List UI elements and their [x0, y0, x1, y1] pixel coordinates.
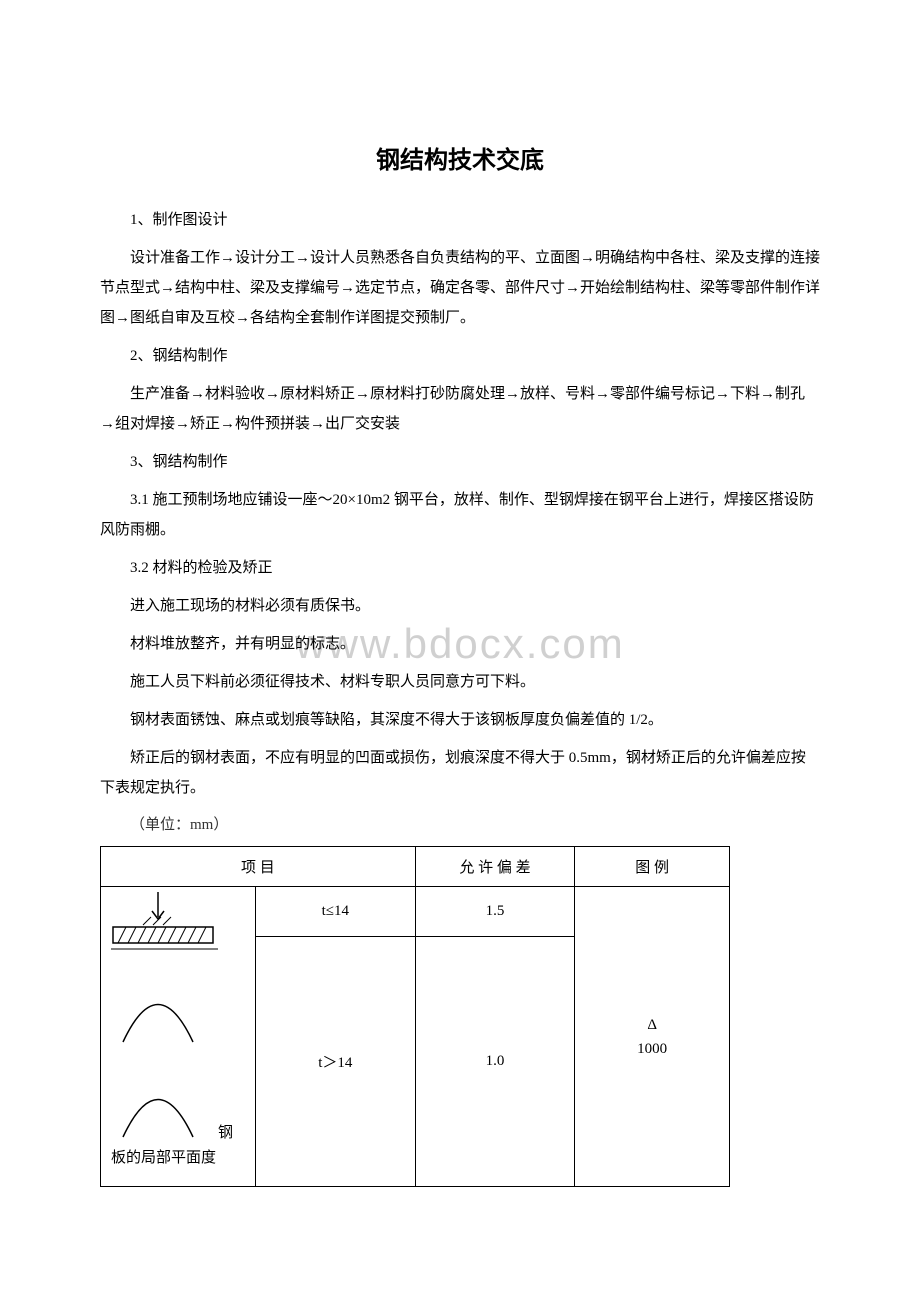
cond-cell-1: t≤14 [255, 887, 415, 937]
unit-label: （单位：mm） [130, 813, 820, 834]
table-row: 钢 板的局部平面度 t≤14 1.5 Δ 1000 [101, 887, 730, 937]
section-3-1: 3.1 施工预制场地应铺设一座～20×10m2 钢平台，放样、制作、型钢焊接在钢… [100, 485, 820, 545]
figure-caption-2: 1000 [581, 1037, 723, 1061]
item-label-2: 板的局部平面度 [111, 1148, 216, 1166]
section-2-body: 生产准备→材料验收→原材料矫正→原材料打砂防腐处理→放样、号料→零部件编号标记→… [100, 379, 820, 439]
header-figure: 图 例 [575, 847, 730, 887]
document-content: 钢结构技术交底 1、制作图设计 设计准备工作→设计分工→设计人员熟悉各自负责结构… [100, 140, 820, 1187]
section-3-p3: 施工人员下料前必须征得技术、材料专职人员同意方可下料。 [100, 667, 820, 697]
table-header-row: 项 目 允 许 偏 差 图 例 [101, 847, 730, 887]
figure-caption-1: Δ [581, 1013, 723, 1037]
section-3-p1: 进入施工现场的材料必须有质保书。 [100, 591, 820, 621]
figure-cell: Δ 1000 [575, 887, 730, 1187]
section-1-heading: 1、制作图设计 [100, 205, 820, 235]
section-3-2: 3.2 材料的检验及矫正 [100, 553, 820, 583]
document-title: 钢结构技术交底 [100, 140, 820, 175]
section-3-heading: 3、钢结构制作 [100, 447, 820, 477]
tol-cell-1: 1.5 [415, 887, 575, 937]
section-1-body: 设计准备工作→设计分工→设计人员熟悉各自负责结构的平、立面图→明确结构中各柱、梁… [100, 243, 820, 333]
cond-cell-2: t＞14 [255, 937, 415, 1187]
tolerance-table: 项 目 允 许 偏 差 图 例 [100, 846, 730, 1187]
section-3-p4: 钢材表面锈蚀、麻点或划痕等缺陷，其深度不得大于该钢板厚度负偏差值的 1/2。 [100, 705, 820, 735]
tol-cell-2: 1.0 [415, 937, 575, 1187]
item-label-1: 钢 [218, 1124, 233, 1141]
header-item: 项 目 [101, 847, 416, 887]
header-tolerance: 允 许 偏 差 [415, 847, 575, 887]
section-3-p2: 材料堆放整齐，并有明显的标志。 [100, 629, 820, 659]
flatness-diagram-icon: 钢 板的局部平面度 [103, 887, 253, 1177]
item-cell: 钢 板的局部平面度 [101, 887, 256, 1187]
section-3-p5: 矫正后的钢材表面，不应有明显的凹面或损伤，划痕深度不得大于 0.5mm，钢材矫正… [100, 743, 820, 803]
section-2-heading: 2、钢结构制作 [100, 341, 820, 371]
